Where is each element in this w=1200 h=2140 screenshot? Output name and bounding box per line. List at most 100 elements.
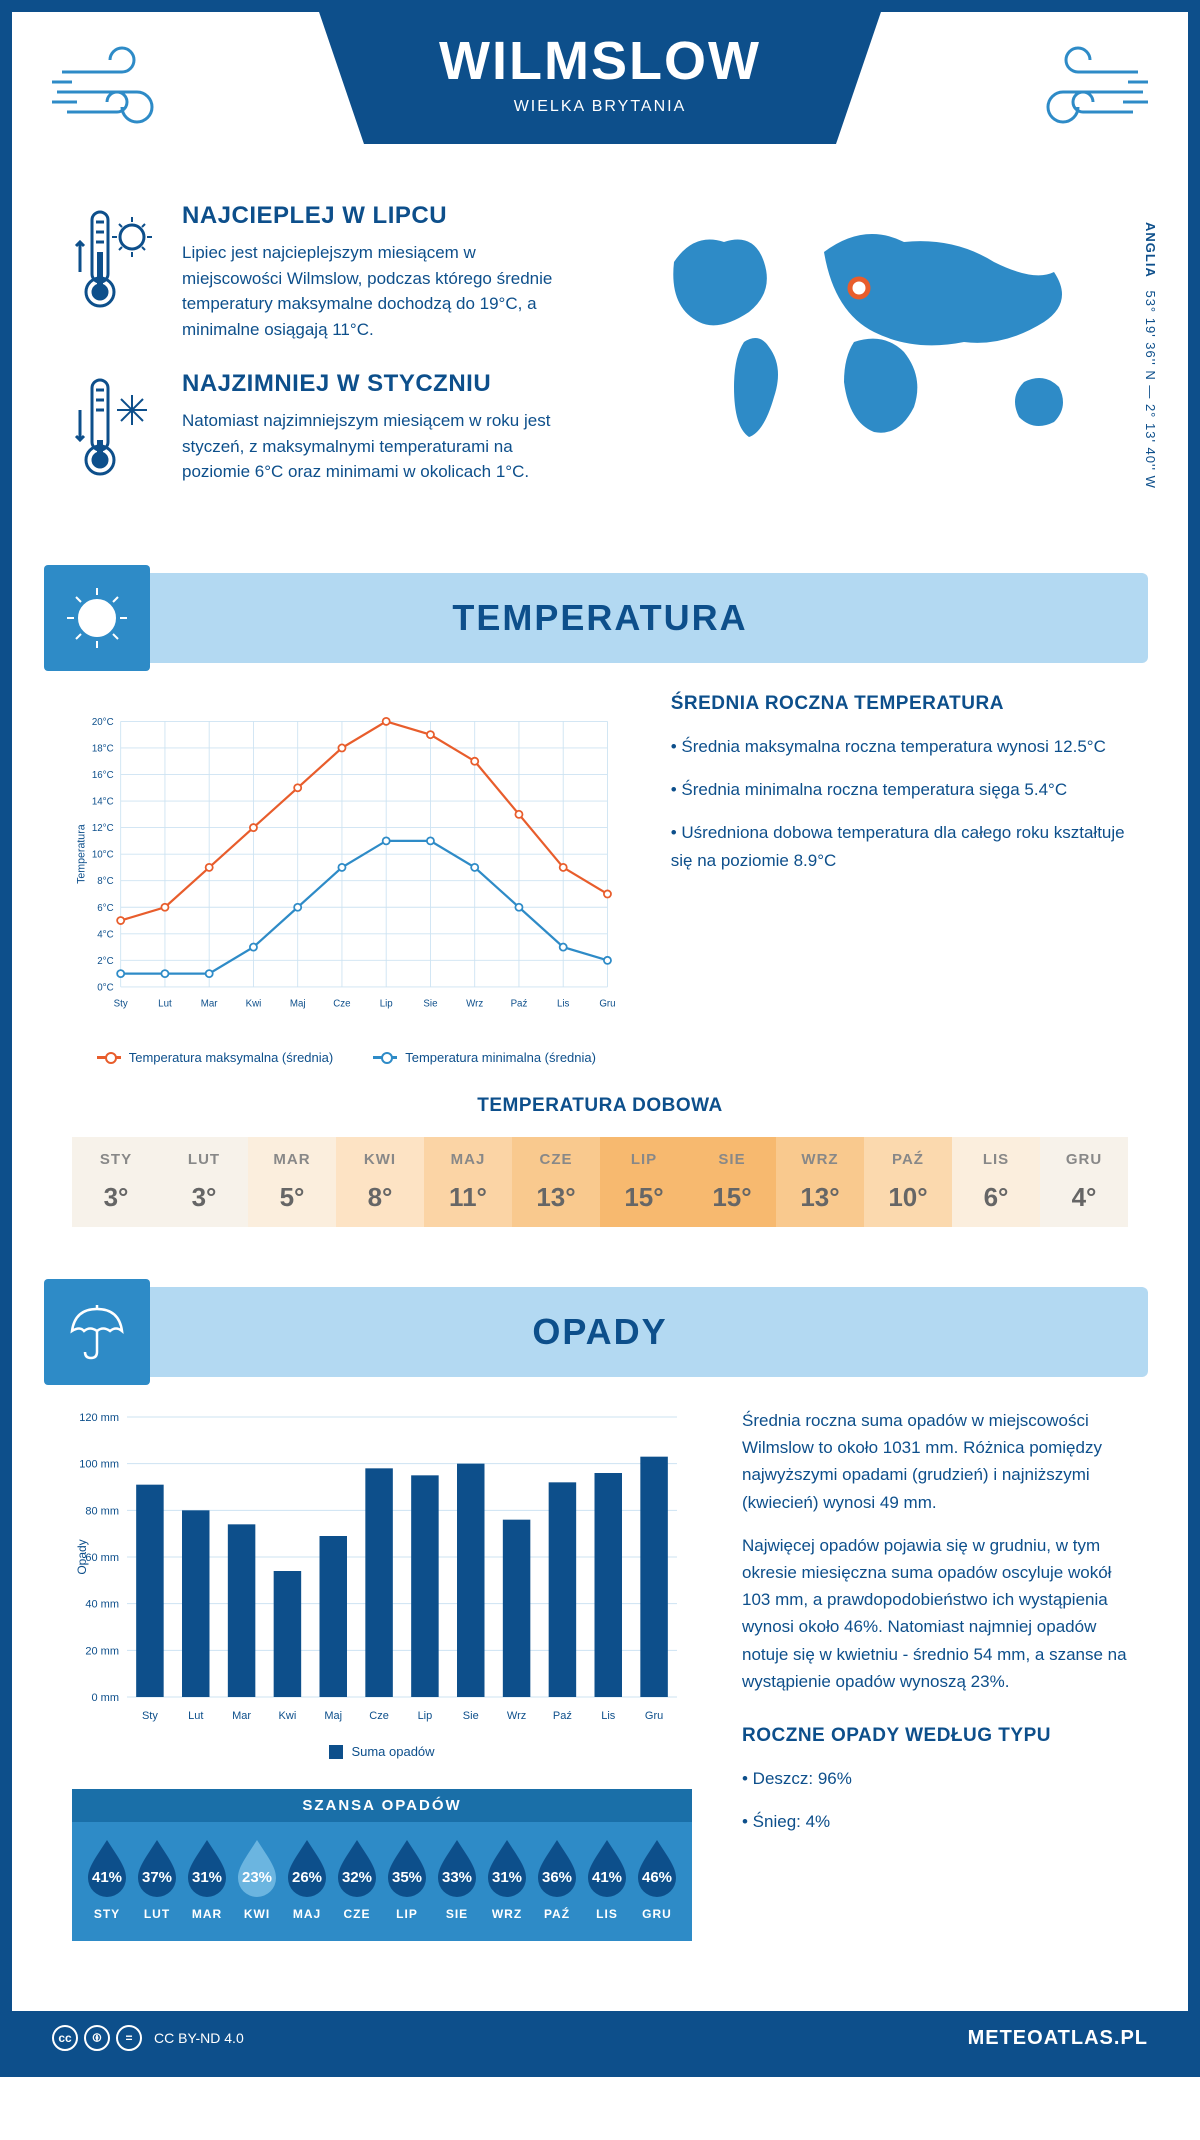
rain-drop: 26%MAJ — [282, 1836, 332, 1921]
svg-text:120 mm: 120 mm — [79, 1412, 119, 1424]
svg-text:Paź: Paź — [553, 1710, 572, 1722]
svg-text:40 mm: 40 mm — [85, 1599, 119, 1611]
daily-temp-grid: STY3°LUT3°MAR5°KWI8°MAJ11°CZE13°LIP15°SI… — [72, 1137, 1128, 1227]
svg-text:Kwi: Kwi — [246, 998, 262, 1009]
svg-text:Maj: Maj — [324, 1710, 342, 1722]
svg-text:Cze: Cze — [333, 998, 350, 1009]
svg-text:20 mm: 20 mm — [85, 1645, 119, 1657]
umbrella-icon — [44, 1279, 150, 1385]
location-marker-icon — [850, 279, 868, 297]
daily-temp-title: TEMPERATURA DOBOWA — [72, 1095, 1128, 1117]
rain-drop: 31%MAR — [182, 1836, 232, 1921]
cc-license-icon: cc🅯= — [52, 2025, 142, 2051]
site-name: METEOATLAS.PL — [968, 2027, 1148, 2050]
svg-text:Lis: Lis — [557, 998, 570, 1009]
svg-text:Lip: Lip — [418, 1710, 433, 1722]
rain-drop: 41%STY — [82, 1836, 132, 1921]
svg-text:Paź: Paź — [511, 998, 528, 1009]
temperature-title: TEMPERATURA — [52, 597, 1148, 639]
temperature-line-chart: 0°C2°C4°C6°C8°C10°C12°C14°C16°C18°C20°CS… — [72, 693, 621, 1033]
svg-text:33%: 33% — [442, 1869, 472, 1886]
daily-temp-cell: CZE13° — [512, 1137, 600, 1227]
svg-text:31%: 31% — [492, 1869, 522, 1886]
rain-drop: 33%SIE — [432, 1836, 482, 1921]
license-text: CC BY-ND 4.0 — [154, 2030, 244, 2046]
rain-drop: 35%LIP — [382, 1836, 432, 1921]
daily-temp-cell: GRU4° — [1040, 1137, 1128, 1227]
fact-hot-text: Lipiec jest najcieplejszym miesiącem w m… — [182, 240, 580, 342]
daily-temp-cell: WRZ13° — [776, 1137, 864, 1227]
svg-text:Sty: Sty — [142, 1710, 158, 1722]
section-header-precipitation: OPADY — [52, 1287, 1148, 1377]
svg-text:8°C: 8°C — [97, 876, 113, 887]
rain-drop: 41%LIS — [582, 1836, 632, 1921]
svg-text:Temperatura: Temperatura — [75, 824, 87, 884]
rain-drop: 37%LUT — [132, 1836, 182, 1921]
svg-text:Wrz: Wrz — [507, 1710, 526, 1722]
thermometer-sun-icon — [72, 202, 162, 342]
footer: cc🅯= CC BY-ND 4.0 METEOATLAS.PL — [12, 2011, 1188, 2065]
svg-text:6°C: 6°C — [97, 903, 113, 914]
svg-text:Lut: Lut — [158, 998, 172, 1009]
svg-text:Opady: Opady — [75, 1539, 89, 1574]
svg-text:31%: 31% — [192, 1869, 222, 1886]
svg-text:Sie: Sie — [423, 998, 437, 1009]
svg-text:14°C: 14°C — [92, 797, 114, 808]
daily-temp-cell: STY3° — [72, 1137, 160, 1227]
svg-text:23%: 23% — [242, 1869, 272, 1886]
svg-text:41%: 41% — [92, 1869, 122, 1886]
svg-text:100 mm: 100 mm — [79, 1459, 119, 1471]
daily-temp-cell: PAŹ10° — [864, 1137, 952, 1227]
rain-chance-panel: SZANSA OPADÓW 41%STY37%LUT31%MAR23%KWI26… — [72, 1789, 692, 1941]
svg-text:10°C: 10°C — [92, 850, 114, 861]
daily-temp-cell: MAJ11° — [424, 1137, 512, 1227]
rain-drop: 46%GRU — [632, 1836, 682, 1921]
svg-text:26%: 26% — [292, 1869, 322, 1886]
wind-icon — [52, 42, 182, 142]
svg-text:Sty: Sty — [114, 998, 128, 1009]
svg-text:4°C: 4°C — [97, 929, 113, 940]
fact-hot-title: NAJCIEPLEJ W LIPCU — [182, 202, 580, 230]
temperature-stats: ŚREDNIA ROCZNA TEMPERATURA • Średnia mak… — [671, 693, 1128, 1065]
svg-text:Lis: Lis — [601, 1710, 616, 1722]
header: WILMSLOW WIELKA BRYTANIA — [12, 12, 1188, 192]
svg-text:0 mm: 0 mm — [92, 1692, 120, 1704]
svg-text:Gru: Gru — [645, 1710, 663, 1722]
svg-text:60 mm: 60 mm — [85, 1552, 119, 1564]
temperature-legend: Temperatura maksymalna (średnia) Tempera… — [72, 1050, 621, 1065]
svg-text:Wrz: Wrz — [466, 998, 483, 1009]
svg-text:46%: 46% — [642, 1869, 672, 1886]
svg-text:Sie: Sie — [463, 1710, 479, 1722]
coordinates: ANGLIA 53° 19' 36'' N — 2° 13' 40'' W — [1143, 222, 1158, 489]
svg-text:2°C: 2°C — [97, 956, 113, 967]
svg-text:37%: 37% — [142, 1869, 172, 1886]
svg-text:Cze: Cze — [369, 1710, 389, 1722]
svg-text:80 mm: 80 mm — [85, 1505, 119, 1517]
svg-text:Kwi: Kwi — [279, 1710, 297, 1722]
daily-temp-cell: LIP15° — [600, 1137, 688, 1227]
svg-text:12°C: 12°C — [92, 823, 114, 834]
precipitation-bar-chart: 0 mm 20 mm 40 mm 60 mm 80 mm 100 mm 120 mm Sty L… — [72, 1407, 692, 1727]
svg-text:Lut: Lut — [188, 1710, 203, 1722]
rain-drop: 23%KWI — [232, 1836, 282, 1921]
svg-text:16°C: 16°C — [92, 770, 114, 781]
svg-text:35%: 35% — [392, 1869, 422, 1886]
svg-text:Maj: Maj — [290, 998, 306, 1009]
fact-cold-text: Natomiast najzimniejszym miesiącem w rok… — [182, 408, 580, 485]
svg-text:Mar: Mar — [232, 1710, 251, 1722]
fact-coldest: NAJZIMNIEJ W STYCZNIU Natomiast najzimni… — [72, 370, 580, 495]
daily-temp-cell: SIE15° — [688, 1137, 776, 1227]
wind-icon — [1018, 42, 1148, 142]
fact-hottest: NAJCIEPLEJ W LIPCU Lipiec jest najcieple… — [72, 202, 580, 342]
sun-icon — [44, 565, 150, 671]
svg-text:18°C: 18°C — [92, 743, 114, 754]
svg-text:Lip: Lip — [380, 998, 393, 1009]
precipitation-title: OPADY — [52, 1311, 1148, 1353]
section-header-temperature: TEMPERATURA — [52, 573, 1148, 663]
rain-drop: 32%CZE — [332, 1836, 382, 1921]
svg-text:0°C: 0°C — [97, 982, 113, 993]
daily-temp-cell: KWI8° — [336, 1137, 424, 1227]
daily-temp-cell: MAR5° — [248, 1137, 336, 1227]
country-subtitle: WIELKA BRYTANIA — [439, 98, 761, 116]
precipitation-text: Średnia roczna suma opadów w miejscowośc… — [742, 1407, 1128, 1941]
